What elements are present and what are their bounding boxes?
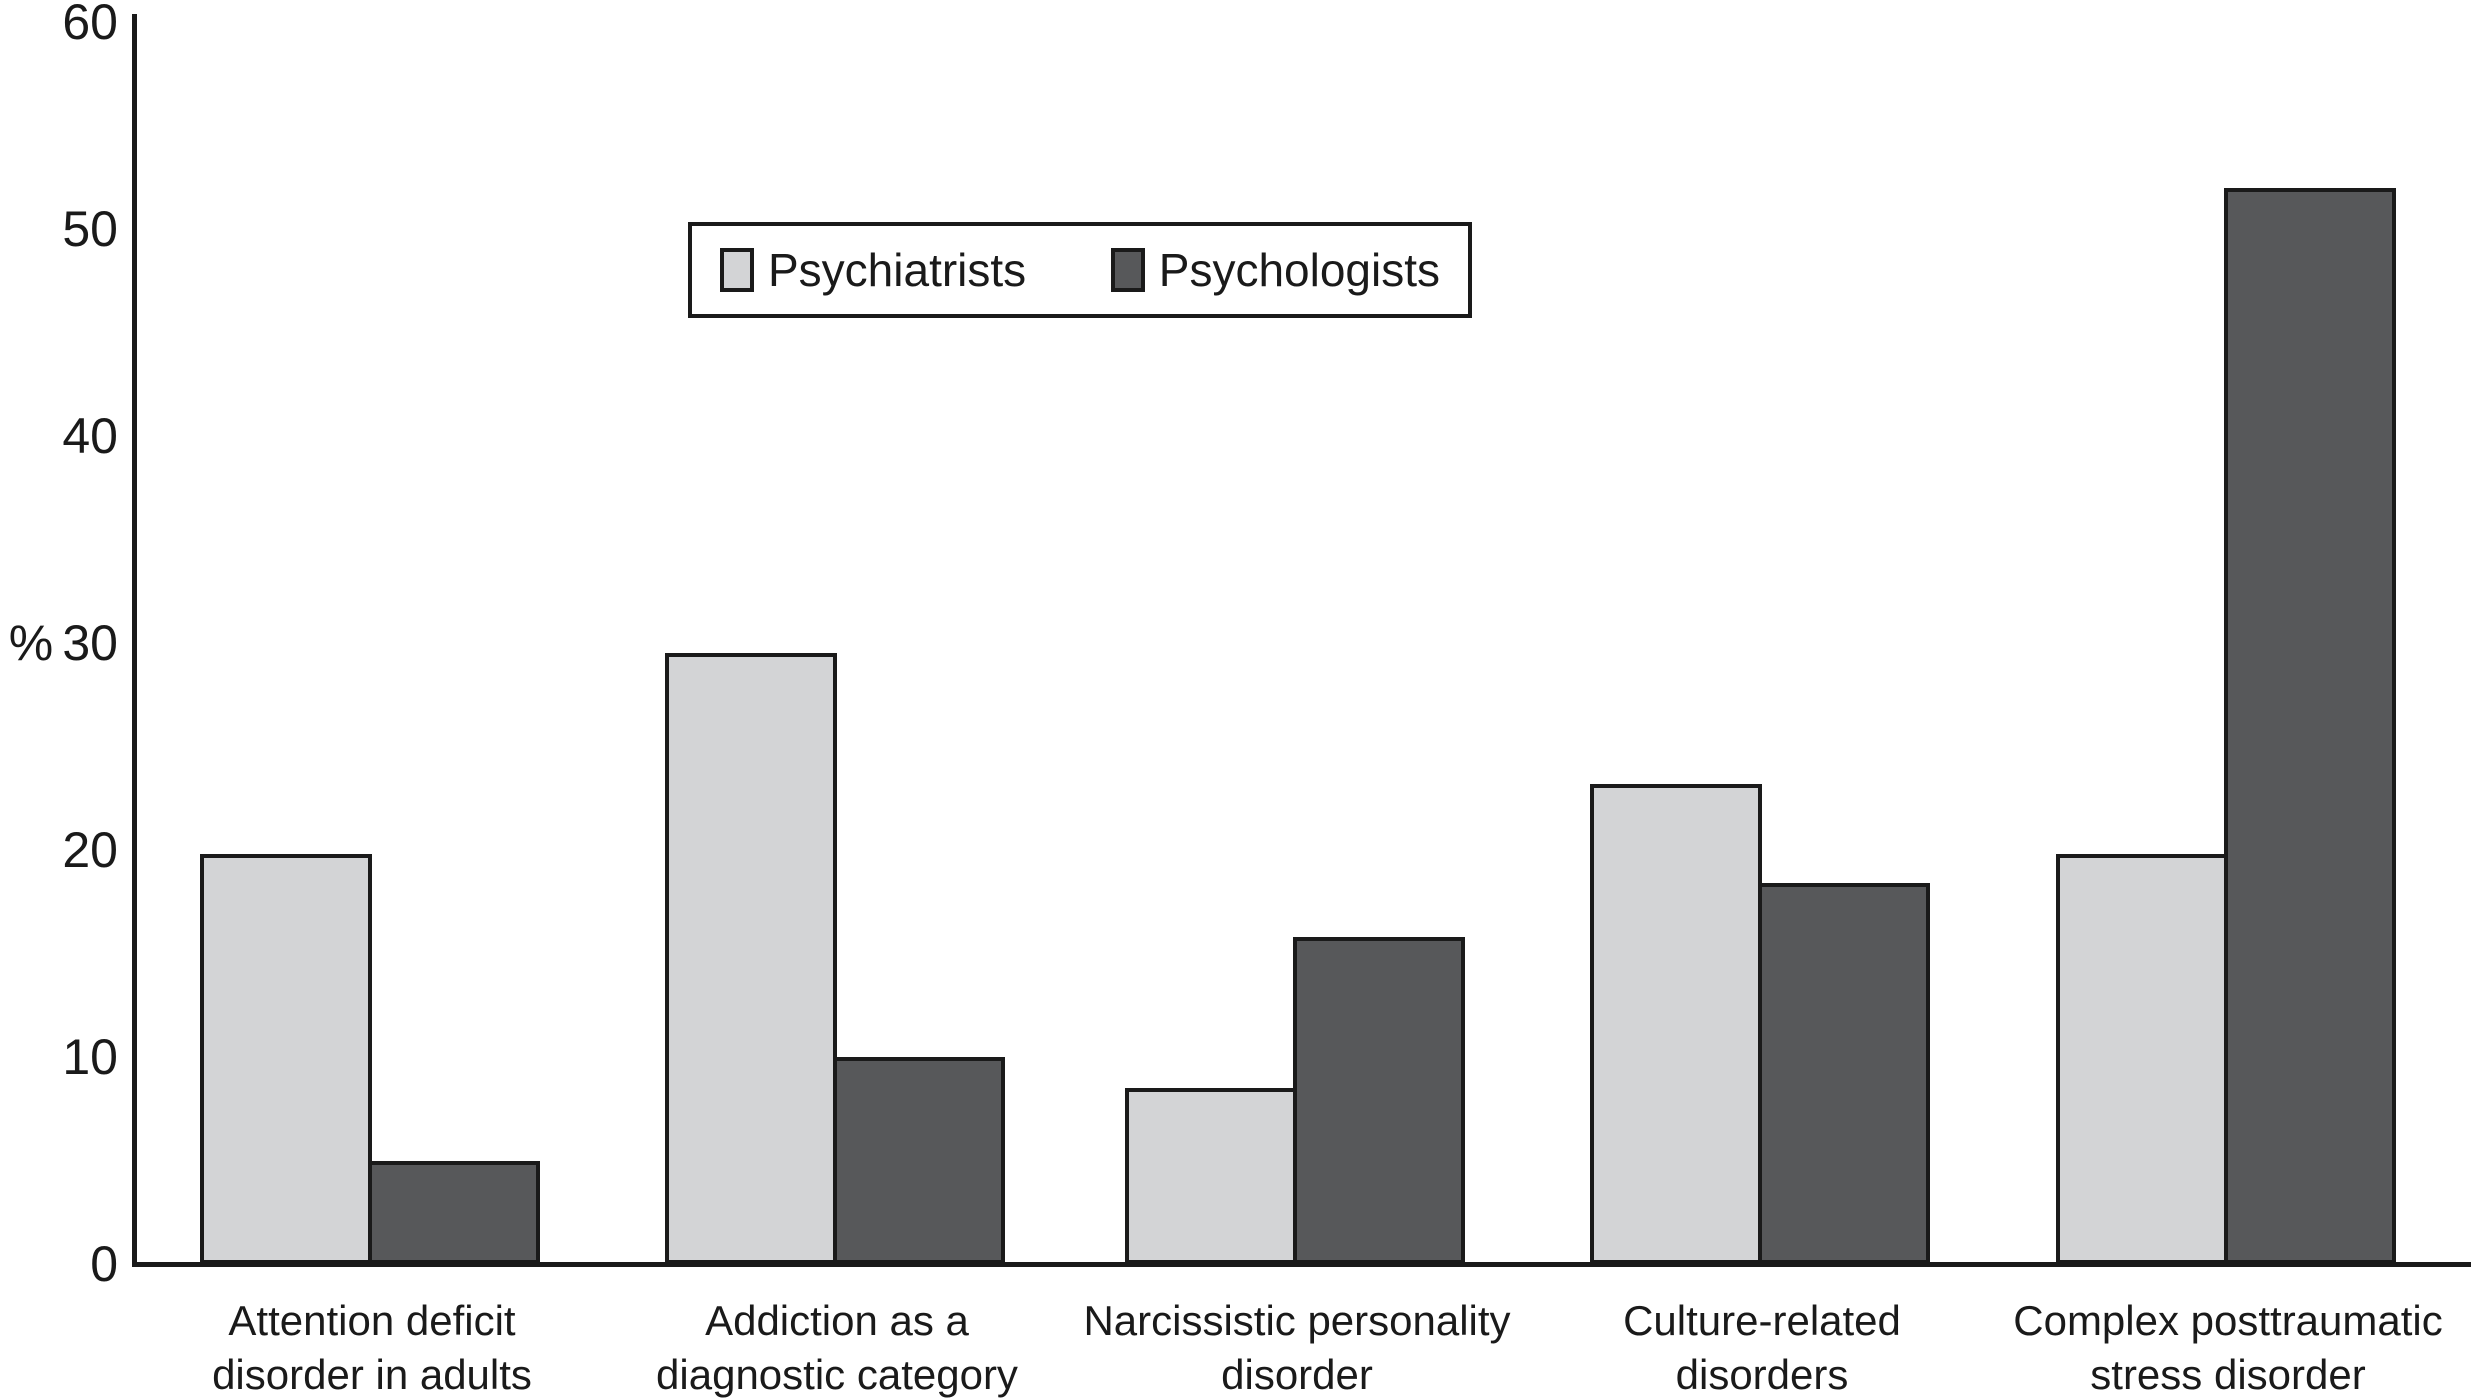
y-tick-label: 10 [62,1029,118,1085]
x-axis-line [132,1262,2471,1267]
bar-psychiatrists [1125,1088,1297,1264]
y-tick-label: 40 [62,408,118,464]
category-label: Addiction as a diagnostic category [527,1294,1147,1400]
y-tick-label: 60 [62,0,118,50]
y-tick-label: 20 [62,822,118,878]
category-label-line: diagnostic category [656,1351,1018,1398]
category-label: Attention deficit disorder in adults [62,1294,682,1400]
category-label-line: disorders [1675,1351,1849,1398]
bar-psychologists [1758,883,1930,1264]
bar-psychiatrists [665,653,837,1264]
plot-area [137,22,2471,1264]
legend: Psychiatrists Psychologists [688,222,1472,318]
legend-swatch-psychiatrists-icon [720,248,754,292]
bar-psychologists [368,1160,540,1264]
bar-group [665,653,1005,1264]
bar-psychologists [2224,187,2396,1264]
category-label-line: Narcissistic personality [1083,1297,1511,1344]
bar-group [2056,187,2396,1264]
legend-label-psychologists: Psychologists [1158,244,1440,296]
bar-psychologists [833,1057,1005,1264]
category-label: Complex posttraumatic stress disorder [1918,1294,2471,1400]
y-tick-label: 50 [62,201,118,257]
y-tick-label: 0 [90,1236,118,1292]
bar-psychiatrists [200,854,372,1264]
category-label-line: Culture-related [1623,1297,1901,1344]
category-label-line: Complex posttraumatic [2013,1297,2443,1344]
category-label: Narcissistic personality disorder [987,1294,1607,1400]
category-label-line: Addiction as a [705,1297,969,1344]
bar-psychologists [1293,936,1465,1264]
y-tick-label: 30 [62,615,118,671]
legend-swatch-psychologists-icon [1110,248,1145,292]
category-label-line: stress disorder [2090,1351,2366,1398]
y-axis-line [132,14,137,1267]
category-label: Culture-related disorders [1452,1294,2072,1400]
bar-psychiatrists [2056,854,2228,1264]
legend-item-psychiatrists: Psychiatrists [720,247,1026,293]
bar-psychiatrists [1590,783,1762,1264]
category-label-line: disorder in adults [212,1351,532,1398]
category-label-line: disorder [1221,1351,1373,1398]
category-label-line: Attention deficit [228,1297,516,1344]
legend-label-psychiatrists: Psychiatrists [768,244,1027,296]
y-axis-title: % [8,615,54,671]
legend-item-psychologists: Psychologists [1110,244,1440,296]
bar-group [1590,783,1930,1264]
bar-group [1125,936,1465,1264]
bar-group [200,854,540,1264]
